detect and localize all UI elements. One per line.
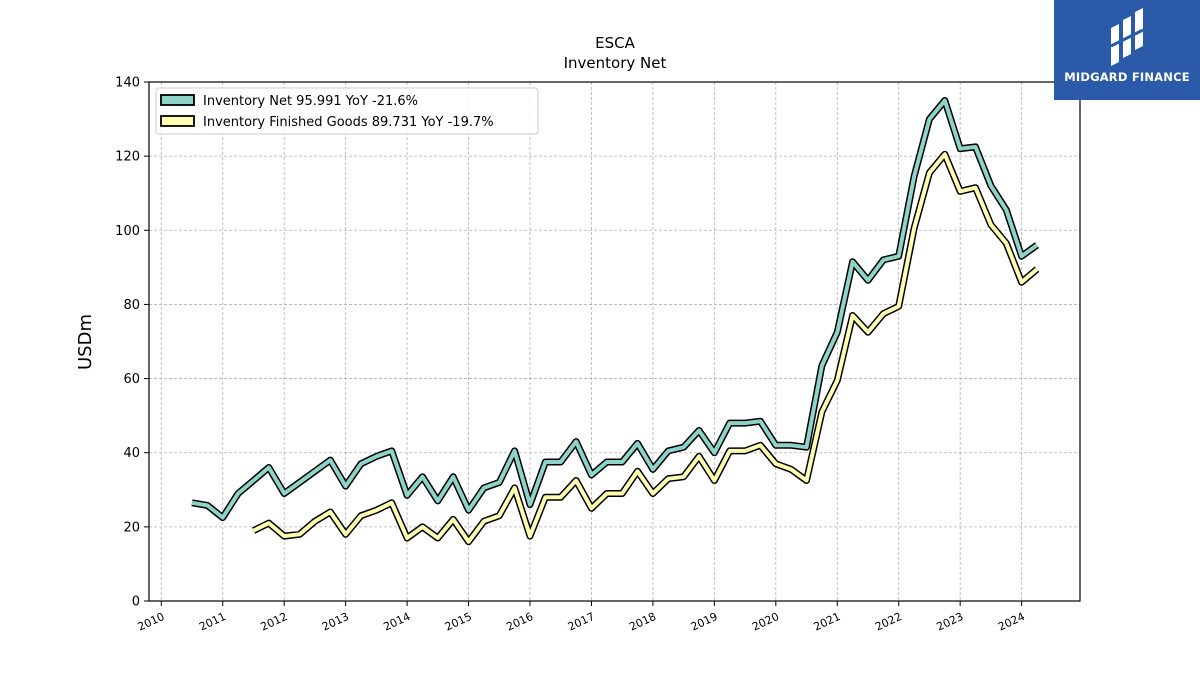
y-tick-label: 20 [123, 520, 140, 535]
x-tick-label: 2021 [812, 610, 843, 634]
y-tick-label: 80 [123, 298, 140, 313]
x-tick-label: 2015 [443, 610, 474, 634]
y-axis: 0 20 40 60 80 100 120 140 [115, 76, 149, 610]
y-axis-label: USDm [75, 314, 96, 370]
grid [149, 81, 1080, 602]
x-tick-label: 2020 [750, 610, 781, 634]
legend-box [155, 87, 539, 135]
brand-name: MIDGARD FINANCE [1064, 70, 1190, 84]
series-group [191, 97, 1040, 546]
legend-swatch [160, 115, 195, 127]
x-tick-label: 2012 [259, 610, 290, 634]
x-tick-label: 2024 [996, 610, 1027, 634]
series-line [252, 152, 1039, 544]
x-tick-label: 2022 [873, 610, 904, 634]
y-tick-label: 120 [115, 150, 140, 165]
x-tick-label: 2016 [504, 610, 535, 634]
legend-label: Inventory Finished Goods 89.731 YoY -19.… [203, 115, 494, 130]
brand-logo: MIDGARD FINANCE [1054, 0, 1200, 100]
series-line [191, 98, 1039, 520]
x-axis: 2010 2011 2012 2013 2014 2015 2016 2017 2018 2019… [136, 601, 1027, 634]
y-tick-label: 40 [123, 446, 140, 461]
chart-title: ESCA [595, 34, 635, 52]
x-tick-label: 2011 [197, 610, 228, 634]
x-tick-label: 2010 [136, 610, 167, 634]
x-tick-label: 2018 [627, 610, 658, 634]
x-tick-label: 2014 [381, 610, 412, 634]
midgard-logo-icon [1110, 8, 1144, 66]
legend-swatch [160, 94, 195, 106]
x-tick-label: 2013 [320, 610, 351, 634]
x-tick-label: 2023 [935, 610, 966, 634]
y-tick-label: 100 [115, 224, 140, 239]
legend-label: Inventory Net 95.991 YoY -21.6% [203, 94, 418, 109]
series-line-outline [191, 97, 1040, 522]
y-tick-label: 140 [115, 76, 140, 91]
plot-frame [148, 81, 1081, 602]
chart-subtitle: Inventory Net [564, 54, 667, 72]
x-tick-label: 2019 [689, 610, 720, 634]
x-tick-label: 2017 [566, 610, 597, 634]
legend: Inventory Net 95.991 YoY -21.6% Inventory… [155, 87, 539, 135]
y-tick-label: 60 [123, 372, 140, 387]
y-tick-label: 0 [132, 595, 140, 610]
